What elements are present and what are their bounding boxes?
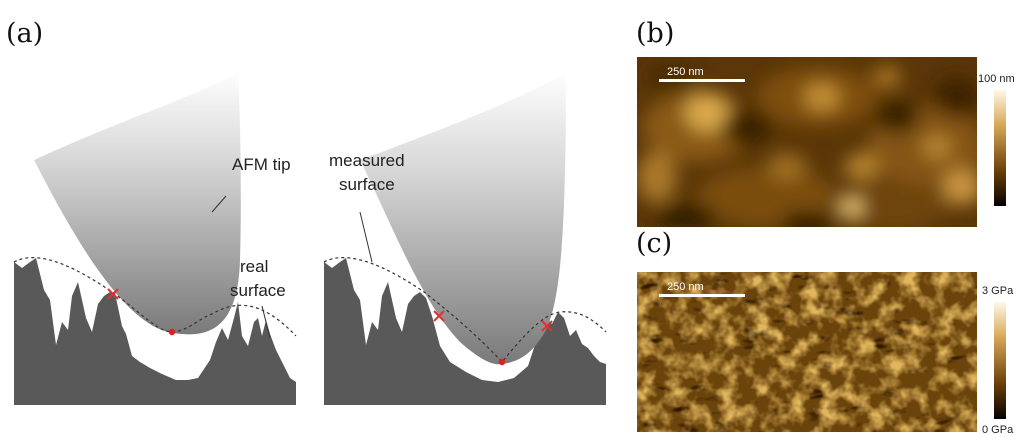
measured-surface-label-line1: measured (329, 151, 405, 170)
modulus-map-image: 250 nm (637, 272, 977, 432)
real-surface-label-line1: real (240, 257, 268, 276)
real-surface-pointer-left (261, 305, 271, 339)
colorbar-c-max-label: 3 GPa (982, 285, 1014, 297)
measured-surface-dashed-left (13, 257, 297, 337)
left-sub-diagram: AFM tip real surface (13, 60, 297, 405)
afm-tip-pointer-left (211, 195, 227, 213)
real-surface-profile-left (14, 258, 296, 405)
panel-label-a: (a) (6, 18, 44, 49)
scale-bar-label-b: 250 nm (667, 66, 704, 78)
measured-surface-label-line2: surface (339, 175, 395, 194)
afm-tip-right (360, 70, 566, 365)
colorbar-b-gradient (994, 90, 1006, 206)
contact-dot-right (498, 358, 506, 366)
afm-tip-left (34, 70, 241, 335)
cross-marker-right-2 (541, 320, 553, 332)
topography-image: 250 nm (637, 57, 977, 227)
tip-convolution-diagram: AFM tip real surface measured surface (13, 60, 607, 405)
colorbar-b-max-label: 100 nm (978, 73, 1015, 85)
afm-tip-right-top-fade (355, 60, 575, 160)
colorbar-c: 3 GPa 0 GPa (982, 285, 1014, 436)
panel-label-c: (c) (636, 228, 673, 259)
colorbar-c-gradient (994, 302, 1006, 419)
right-sub-diagram: measured surface (323, 60, 607, 405)
afm-tip-left-top-fade (30, 60, 245, 160)
measured-surface-dashed-right (323, 257, 607, 363)
real-surface-label-line2: surface (230, 281, 286, 300)
cross-marker-left (107, 288, 119, 300)
panel-label-b: (b) (636, 18, 675, 49)
colorbar-c-min-label: 0 GPa (982, 424, 1014, 436)
cross-marker-right-1 (433, 310, 445, 322)
colorbar-b: 100 nm (978, 73, 1015, 206)
afm-tip-label: AFM tip (232, 155, 291, 174)
real-surface-profile-right (324, 258, 606, 405)
scale-bar-b (659, 79, 745, 82)
scale-bar-c (659, 294, 745, 297)
scale-bar-label-c: 250 nm (667, 281, 704, 293)
contact-dot-left (168, 328, 176, 336)
measured-surface-pointer (359, 211, 373, 263)
